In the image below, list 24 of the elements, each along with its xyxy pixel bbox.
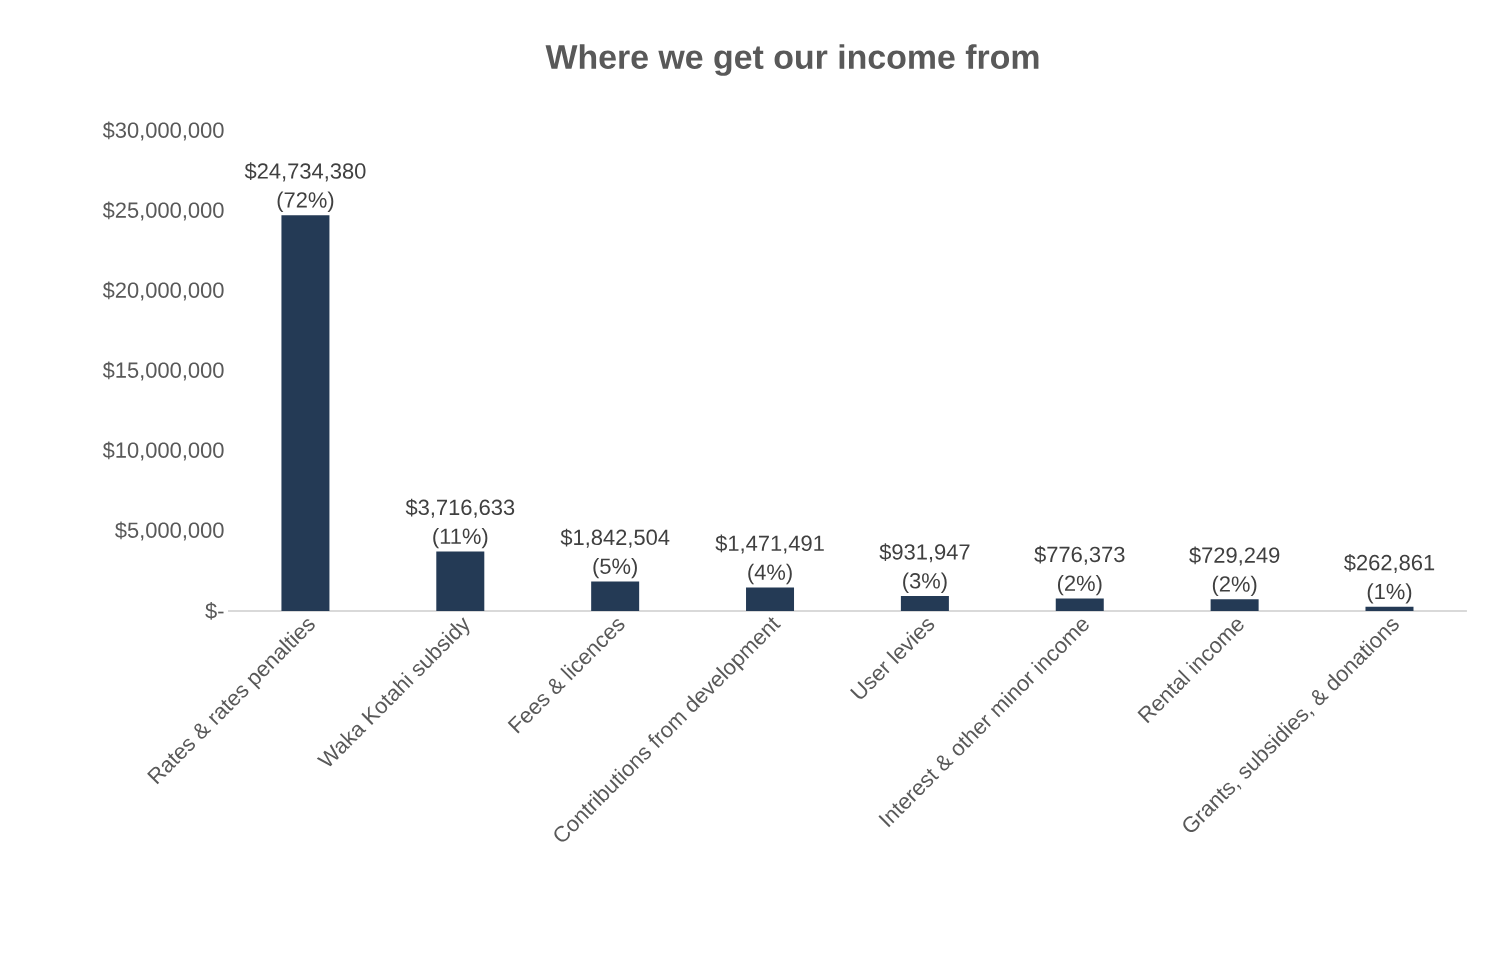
- data-label: $931,947 (3%): [879, 543, 970, 593]
- bar: [436, 551, 485, 611]
- bar: [281, 215, 330, 611]
- bar: [591, 581, 640, 611]
- y-tick-label: $15,000,000: [102, 361, 224, 381]
- chart-title: Where we get our income from: [545, 44, 1039, 76]
- data-label: $262,861 (1%): [1344, 553, 1435, 604]
- y-tick-label: $30,000,000: [102, 121, 224, 141]
- bar: [900, 596, 949, 611]
- bar: [746, 587, 795, 611]
- y-tick-label: $5,000,000: [115, 521, 224, 541]
- bar: [1055, 598, 1104, 611]
- data-label: $729,249 (2%): [1189, 546, 1280, 597]
- data-label: $776,373 (2%): [1034, 545, 1125, 596]
- data-label: $3,716,633 (11%): [405, 498, 515, 549]
- data-label: $1,842,504 (5%): [560, 528, 670, 579]
- y-tick-label: $10,000,000: [102, 441, 224, 461]
- bar: [1365, 606, 1414, 611]
- y-tick-label: $-: [205, 602, 224, 620]
- y-tick-label: $25,000,000: [102, 201, 224, 221]
- bar: [1210, 599, 1259, 611]
- y-tick-label: $20,000,000: [102, 281, 224, 301]
- data-label: $1,471,491 (4%): [715, 534, 824, 585]
- data-label: $24,734,380 (72%): [244, 162, 366, 213]
